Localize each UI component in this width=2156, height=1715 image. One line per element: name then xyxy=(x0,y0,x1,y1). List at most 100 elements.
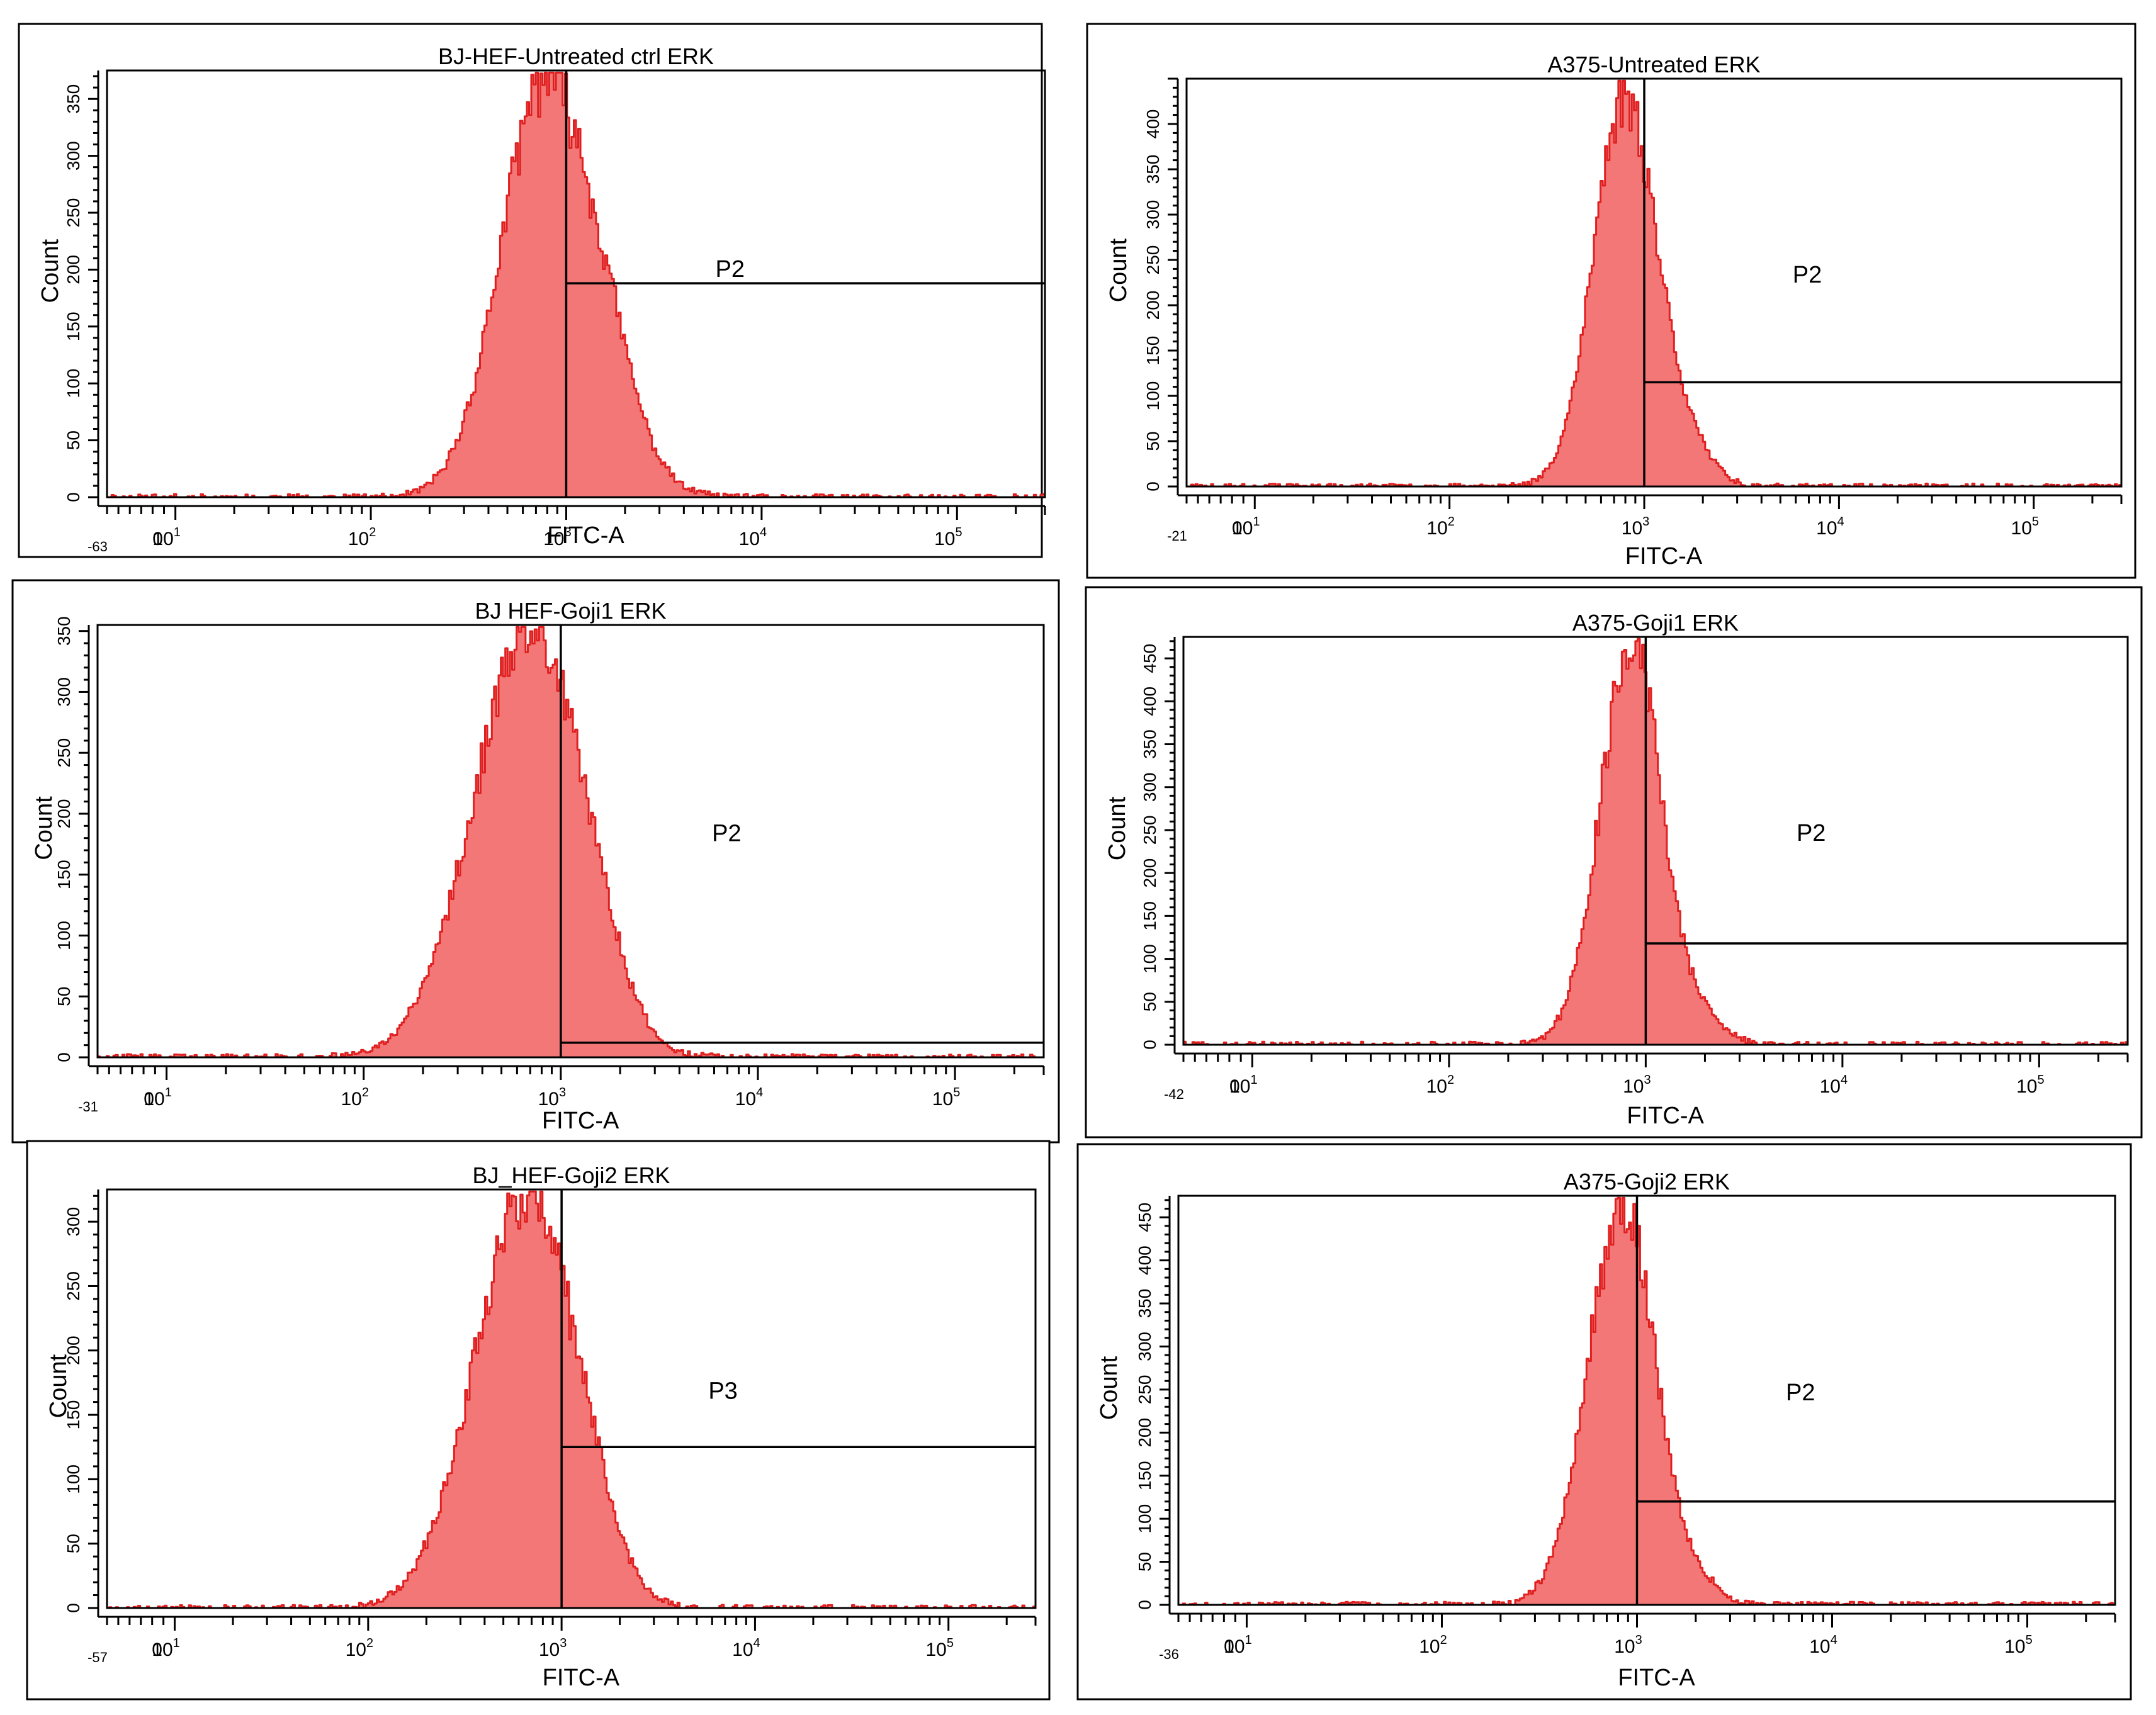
y-axis-label: Count xyxy=(1105,238,1132,302)
y-tick-label: 100 xyxy=(1135,1504,1154,1534)
chart-title: A375-Goji2 ERK xyxy=(1564,1169,1730,1195)
x-min-label: -31 xyxy=(78,1099,98,1115)
x-tick-label: 104 xyxy=(1816,515,1844,539)
y-axis-label: Count xyxy=(31,796,57,860)
x-tick-label: 101 xyxy=(1224,1633,1252,1657)
y-tick-label: 50 xyxy=(64,1534,83,1553)
x-tick-label: 103 xyxy=(1623,1073,1651,1097)
chart-title: A375-Goji1 ERK xyxy=(1572,610,1739,636)
plot-area xyxy=(1182,636,2129,1046)
y-tick-label: 350 xyxy=(64,84,83,114)
x-tick-label: 102 xyxy=(346,1636,374,1660)
x-min-label: -36 xyxy=(1159,1646,1179,1662)
y-tick-label: 150 xyxy=(64,1400,83,1430)
y-tick-label: 200 xyxy=(64,255,83,284)
x-tick-label: 101 xyxy=(152,1636,180,1660)
x-tick-label: 105 xyxy=(932,1086,961,1110)
y-tick-label: 400 xyxy=(1140,687,1160,716)
chart-title: BJ-HEF-Untreated ctrl ERK xyxy=(438,43,714,69)
y-tick-label: 400 xyxy=(1135,1245,1154,1275)
x-min-label: -57 xyxy=(87,1650,108,1665)
y-tick-label: 450 xyxy=(1140,644,1160,673)
x-tick-label: 101 xyxy=(152,526,181,549)
x-tick-label: 104 xyxy=(739,526,767,549)
y-tick-label: 250 xyxy=(54,738,74,768)
y-tick-label: 100 xyxy=(54,921,74,950)
gate-label: P2 xyxy=(1793,262,1822,288)
x-tick-label: 0 xyxy=(152,1639,162,1660)
y-tick-label: 300 xyxy=(54,677,74,707)
y-tick-label: 300 xyxy=(1135,1332,1154,1361)
y-tick-label: 200 xyxy=(1140,858,1160,888)
chart-title: A375-Untreated ERK xyxy=(1547,52,1760,77)
x-min-label: -42 xyxy=(1164,1086,1184,1102)
chart-title: BJ_HEF-Goji2 ERK xyxy=(472,1162,670,1188)
y-tick-label: 100 xyxy=(64,1465,83,1494)
y-tick-label: 100 xyxy=(64,369,83,398)
x-tick-label: 104 xyxy=(732,1636,760,1660)
x-tick-label: 103 xyxy=(1614,1633,1642,1657)
x-tick-label: 104 xyxy=(735,1086,764,1110)
x-tick-label: 102 xyxy=(341,1086,369,1110)
y-tick-label: 350 xyxy=(1143,155,1163,184)
y-axis-label: Count xyxy=(1096,1356,1122,1420)
y-tick-label: 300 xyxy=(64,141,83,171)
x-tick-label: 103 xyxy=(543,526,572,549)
y-tick-label: 0 xyxy=(1140,1040,1160,1050)
x-tick-label: 102 xyxy=(1426,1073,1455,1097)
x-axis-label: FITC-A xyxy=(1618,1665,1695,1691)
x-tick-label: 105 xyxy=(934,526,962,549)
y-tick-label: 250 xyxy=(1140,816,1160,845)
x-tick-label: 102 xyxy=(1426,515,1455,539)
y-axis-label: Count xyxy=(45,1354,72,1418)
y-tick-label: 0 xyxy=(64,1603,83,1613)
gate-label: P2 xyxy=(715,256,744,283)
y-tick-label: 250 xyxy=(64,1271,83,1301)
gate-label: P2 xyxy=(712,821,741,847)
x-min-label: -21 xyxy=(1167,528,1187,544)
y-tick-label: 400 xyxy=(1143,110,1163,139)
x-min-label: -63 xyxy=(87,539,108,554)
plot-area xyxy=(1185,77,2123,488)
y-tick-label: 250 xyxy=(1143,245,1163,275)
y-tick-label: 100 xyxy=(1143,381,1163,411)
y-axis-label: Count xyxy=(37,239,64,303)
x-tick-label: 101 xyxy=(1229,1073,1258,1097)
x-tick-label: 104 xyxy=(1820,1073,1848,1097)
plot-area xyxy=(106,1188,1037,1609)
y-tick-label: 250 xyxy=(1135,1375,1154,1405)
x-tick-label: 0 xyxy=(1232,518,1243,539)
y-tick-label: 350 xyxy=(1135,1289,1154,1319)
y-tick-label: 50 xyxy=(1135,1552,1154,1572)
histogram-panel-5: BJ_HEF-Goji2 ERK P3 0 50 100 150 200 250 300 Coun… xyxy=(26,1140,1051,1701)
x-tick-label: 102 xyxy=(348,526,376,549)
y-tick-label: 0 xyxy=(54,1052,74,1062)
y-tick-label: 150 xyxy=(64,312,83,341)
y-tick-label: 300 xyxy=(1140,772,1160,802)
y-tick-label: 50 xyxy=(54,987,74,1006)
x-tick-label: 101 xyxy=(1232,515,1260,539)
histogram-panel-2: A375-Untreated ERK P2 0 50 100 150 200 250 300 35… xyxy=(1086,23,2136,579)
histogram-panel-4: A375-Goji1 ERK P2 0 50 100 150 200 250 300 350 400… xyxy=(1085,586,2143,1139)
y-tick-label: 100 xyxy=(1140,944,1160,974)
y-tick-label: 300 xyxy=(64,1207,83,1237)
x-axis-label: FITC-A xyxy=(543,1665,620,1691)
x-tick-label: 104 xyxy=(1809,1633,1837,1657)
x-tick-label: 102 xyxy=(1419,1633,1447,1657)
histogram-series xyxy=(1177,1196,2116,1606)
x-tick-label: 103 xyxy=(538,1086,567,1110)
x-tick-label: 0 xyxy=(1229,1076,1240,1097)
y-tick-label: 350 xyxy=(1140,729,1160,759)
chart-title: BJ HEF-Goji1 ERK xyxy=(475,598,666,624)
gate-label: P3 xyxy=(708,1378,737,1405)
y-tick-label: 50 xyxy=(1143,431,1163,451)
x-tick-label: 105 xyxy=(925,1636,954,1660)
x-tick-label: 0 xyxy=(152,529,163,549)
x-tick-label: 105 xyxy=(2004,1633,2033,1657)
y-tick-label: 300 xyxy=(1143,200,1163,230)
y-axis-label: Count xyxy=(1104,796,1131,860)
y-tick-label: 450 xyxy=(1135,1203,1154,1232)
plot-area xyxy=(1177,1195,2116,1606)
x-tick-label: 0 xyxy=(144,1089,154,1110)
y-tick-label: 150 xyxy=(54,860,74,889)
